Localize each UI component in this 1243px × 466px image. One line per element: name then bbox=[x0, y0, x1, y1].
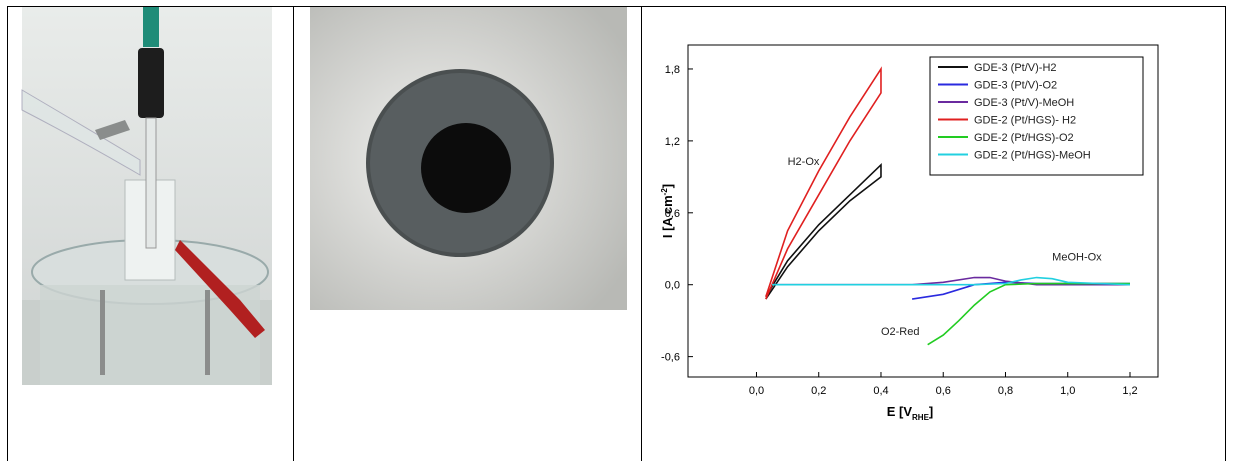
page: E [VRHE] I [A cm-2] 0,00,20,40,60,81,01,… bbox=[0, 0, 1243, 461]
x-tick-label: 0,0 bbox=[749, 385, 764, 397]
annotation: O2-Red bbox=[881, 326, 920, 338]
legend-label: GDE-3 (Pt/V)-MeOH bbox=[974, 97, 1074, 109]
legend-label: GDE-3 (Pt/V)-O2 bbox=[974, 80, 1057, 92]
photo-cell bbox=[22, 7, 272, 385]
y-tick-label: 0,0 bbox=[665, 280, 680, 292]
y-tick-label: 0,6 bbox=[665, 208, 680, 220]
x-tick-label: 0,6 bbox=[936, 385, 951, 397]
legend-label: GDE-2 (Pt/HGS)-O2 bbox=[974, 132, 1074, 144]
x-label-text: E [V bbox=[887, 404, 913, 419]
annotation: H2-Ox bbox=[788, 156, 820, 168]
x-tick-label: 1,0 bbox=[1060, 385, 1075, 397]
photo-cell bbox=[310, 7, 627, 310]
y-tick-label: 1,2 bbox=[665, 136, 680, 148]
x-label-suffix: ] bbox=[929, 404, 933, 419]
x-tick-label: 0,2 bbox=[811, 385, 826, 397]
legend-label: GDE-2 (Pt/HGS)-MeOH bbox=[974, 150, 1091, 162]
y-tick-label: 1,8 bbox=[665, 64, 680, 76]
legend-label: GDE-2 (Pt/HGS)- H2 bbox=[974, 115, 1076, 127]
annotation: MeOH-Ox bbox=[1052, 252, 1102, 264]
y-tick-label: -0,6 bbox=[661, 352, 680, 364]
x-label-subscript: RHE bbox=[912, 413, 930, 422]
x-tick-label: 1,2 bbox=[1122, 385, 1137, 397]
x-tick-label: 0,8 bbox=[998, 385, 1013, 397]
legend-label: GDE-3 (Pt/V)-H2 bbox=[974, 62, 1057, 74]
x-tick-label: 0,4 bbox=[873, 385, 888, 397]
y-label-suffix: ] bbox=[660, 184, 675, 188]
